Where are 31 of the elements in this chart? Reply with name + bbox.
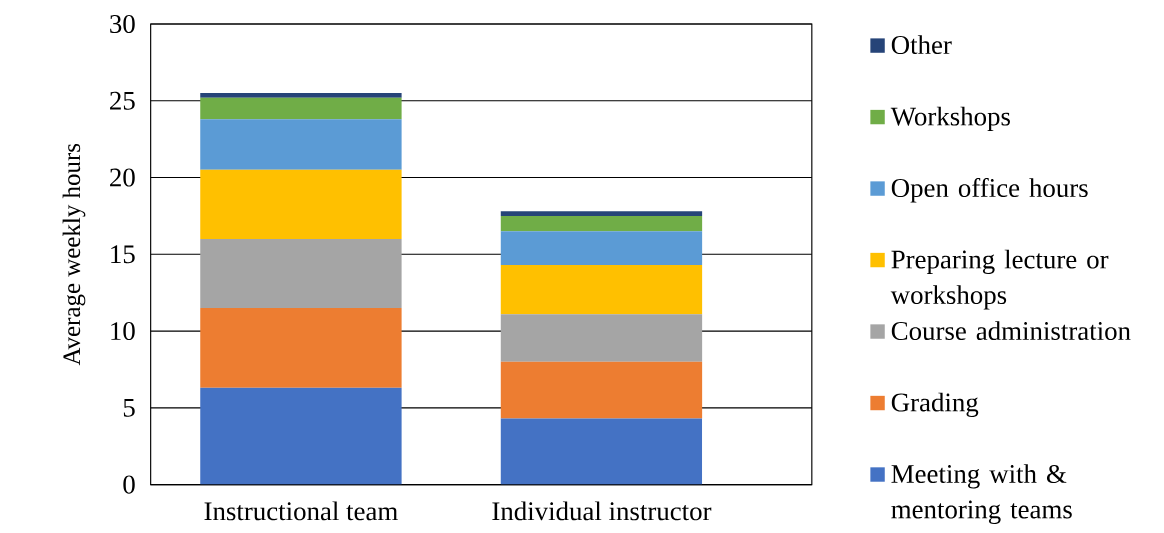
bar	[500, 418, 703, 485]
y-tick-label: 10	[111, 322, 135, 341]
y-tick-label: 20	[110, 168, 135, 187]
bar	[500, 314, 703, 362]
bar	[500, 361, 703, 419]
bar	[200, 97, 402, 120]
legend-label: Other	[891, 35, 952, 55]
y-axis-title: Average weekly hours	[62, 144, 86, 366]
bar	[200, 388, 402, 485]
bar	[500, 211, 703, 217]
bar	[200, 93, 402, 98]
y-tick-label: 0	[123, 475, 135, 494]
bar	[500, 216, 703, 232]
legend-label: Open office hours	[891, 178, 1088, 203]
bar	[500, 265, 703, 315]
y-tick-label: 5	[123, 399, 135, 417]
legend-label: Course administration	[891, 321, 1131, 341]
bar	[200, 170, 402, 240]
bar	[200, 308, 402, 389]
bar	[200, 239, 402, 309]
y-tick-label: 15	[111, 245, 135, 264]
y-tick-label: 30	[110, 15, 135, 34]
legend-label: Workshops	[890, 106, 1010, 132]
bar	[200, 119, 402, 171]
x-tick-label: Individual instructor	[492, 501, 712, 521]
y-tick-label: 25	[110, 91, 135, 110]
legend-label: Grading	[891, 392, 979, 418]
bar	[500, 231, 703, 266]
legend-label: Meeting with & mentoring teams	[891, 464, 1072, 525]
legend-label: Preparing lecture or workshops	[890, 249, 1109, 310]
x-tick-label: Instructional team	[204, 501, 398, 521]
